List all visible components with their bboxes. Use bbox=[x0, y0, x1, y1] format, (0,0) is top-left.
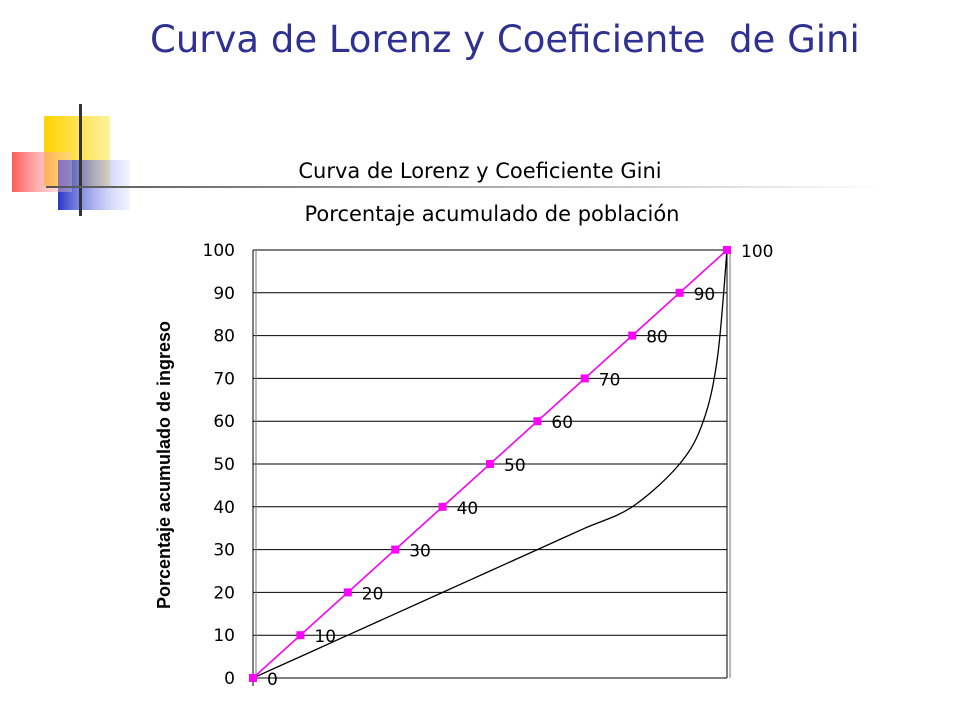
data-label: 10 bbox=[314, 627, 336, 647]
data-label: 30 bbox=[409, 542, 431, 562]
data-point-marker bbox=[343, 588, 352, 597]
data-point-marker bbox=[628, 331, 637, 340]
data-point-marker bbox=[486, 460, 494, 468]
data-point-marker bbox=[438, 502, 447, 511]
data-point-marker bbox=[249, 674, 257, 682]
data-point-marker bbox=[391, 545, 400, 554]
data-label: 40 bbox=[457, 499, 479, 519]
y-tick-label: 70 bbox=[213, 369, 235, 389]
y-tick-label: 0 bbox=[224, 669, 235, 689]
slide-decoration bbox=[12, 104, 886, 216]
data-label: 100 bbox=[741, 242, 773, 262]
decor-red-square bbox=[12, 152, 72, 192]
slide-title: Curva de Lorenz y Coeficiente de Gini bbox=[150, 18, 860, 61]
data-point-marker bbox=[533, 417, 542, 426]
y-tick-label: 40 bbox=[213, 498, 235, 518]
plot-labels: 0 10 20 30 40 50 60 70 80 90 100 0 10 20 30 40 50 60 70 80 9… bbox=[203, 241, 774, 690]
chart-subtitle: Porcentaje acumulado de población bbox=[305, 202, 680, 226]
y-tick-label: 20 bbox=[213, 583, 235, 603]
data-label: 0 bbox=[267, 670, 278, 690]
data-label: 60 bbox=[551, 413, 573, 433]
y-tick-label: 50 bbox=[213, 455, 235, 475]
data-point-marker bbox=[580, 374, 589, 383]
y-tick-label: 80 bbox=[213, 327, 235, 347]
data-point-marker bbox=[296, 631, 305, 640]
chart-title: Curva de Lorenz y Coeficiente Gini bbox=[298, 159, 661, 183]
data-point-marker bbox=[675, 288, 684, 297]
y-axis-label: Porcentaje acumulado de ingreso bbox=[154, 321, 174, 609]
decor-horizontal-line bbox=[46, 186, 886, 188]
decor-vertical-line bbox=[79, 104, 82, 216]
lorenz-curve bbox=[252, 249, 728, 679]
data-point-marker bbox=[723, 246, 731, 254]
data-label: 90 bbox=[694, 285, 716, 305]
data-label: 70 bbox=[599, 370, 621, 390]
data-label: 50 bbox=[504, 456, 526, 476]
y-tick-label: 10 bbox=[213, 626, 235, 646]
plot-markers bbox=[249, 246, 731, 682]
data-label: 80 bbox=[646, 328, 668, 348]
y-tick-label: 60 bbox=[213, 412, 235, 432]
y-tick-label: 30 bbox=[213, 541, 235, 561]
data-label: 20 bbox=[362, 584, 384, 604]
y-tick-label: 100 bbox=[203, 241, 235, 261]
y-tick-label: 90 bbox=[213, 284, 235, 304]
plot-axes bbox=[252, 250, 731, 686]
